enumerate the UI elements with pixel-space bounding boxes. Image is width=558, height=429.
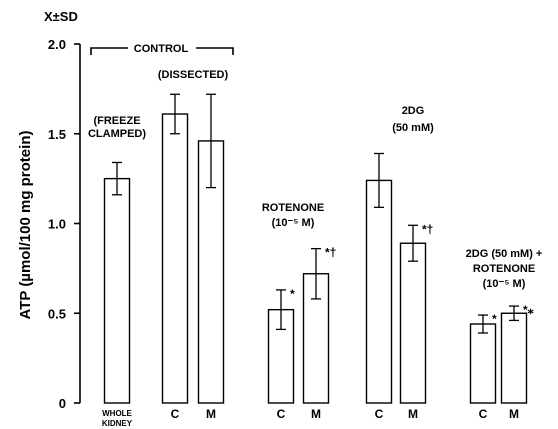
annotation-rotenone-conc: (10⁻⁵ M): [272, 217, 315, 229]
annotation-combo-3: (10⁻⁵ M): [483, 278, 526, 290]
bar: [161, 113, 189, 404]
category-label: M: [509, 407, 519, 421]
category-label: M: [311, 407, 321, 421]
y-axis-sd-label: X±SD: [44, 9, 78, 24]
annotation-freeze: (FREEZE: [93, 115, 140, 127]
annotation-rotenone: ROTENONE: [262, 202, 324, 214]
labels: X±SD ATP (µmol/100 mg protein) CONTROL (…: [17, 9, 542, 319]
control-bracket: [90, 47, 234, 55]
significance-mark: *†: [325, 246, 336, 260]
bar: [500, 312, 528, 404]
axes: 0 0.5 1.0 1.5 2.0: [48, 37, 81, 411]
significance-mark: *⁎: [523, 303, 534, 317]
y-tick-label: 1.0: [48, 217, 66, 232]
y-axis-label: ATP (µmol/100 mg protein): [17, 131, 34, 320]
annotation-2dg: 2DG: [402, 105, 425, 117]
category-label: M: [408, 407, 418, 421]
category-label: C: [375, 407, 384, 421]
bar: [469, 323, 497, 404]
significance-mark: *: [492, 312, 497, 326]
y-tick-label: 1.5: [48, 127, 66, 142]
significance-mark: *†: [422, 222, 433, 236]
y-tick-label: 0: [59, 396, 66, 411]
annotation-combo-1: 2DG (50 mM) +: [466, 248, 543, 260]
annotation-dissected: (DISSECTED): [158, 69, 229, 81]
annotation-clamped: CLAMPED): [88, 128, 146, 140]
category-label: WHOLE: [102, 409, 132, 418]
category-label: M: [206, 407, 216, 421]
annotation-combo-2: ROTENONE: [473, 263, 535, 275]
bar: [365, 179, 393, 404]
bar: [103, 177, 131, 404]
category-label: C: [171, 407, 180, 421]
y-tick-label: 0.5: [48, 306, 66, 321]
bar: [399, 242, 427, 404]
category-label: C: [277, 407, 286, 421]
category-label: C: [479, 407, 488, 421]
y-tick-label: 2.0: [48, 37, 66, 52]
category-label: KIDNEY: [102, 419, 133, 428]
annotation-control: CONTROL: [134, 43, 189, 55]
annotation-2dg-conc: (50 mM): [392, 122, 434, 134]
significance-mark: *: [290, 287, 295, 301]
